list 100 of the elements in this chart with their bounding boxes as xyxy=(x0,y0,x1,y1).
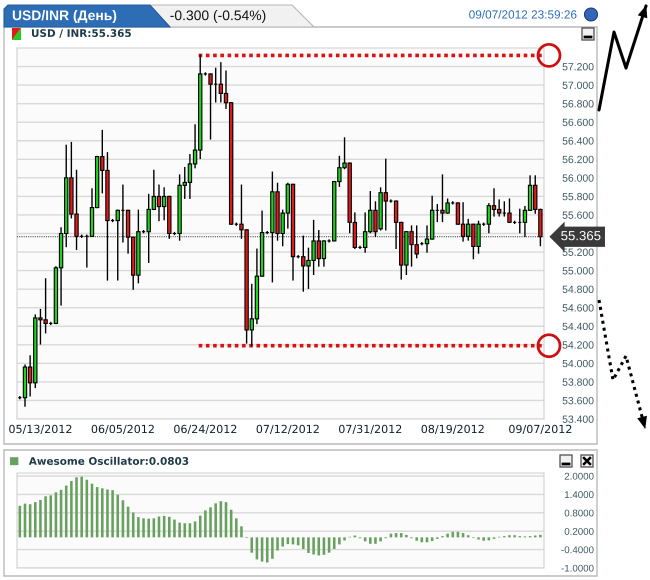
bar xyxy=(70,480,73,538)
bar xyxy=(214,503,217,538)
bar xyxy=(80,476,83,538)
y-tick-label: 57.000 xyxy=(562,82,594,89)
bar xyxy=(426,537,428,542)
y-tick-label: 55.200 xyxy=(562,248,594,256)
y-tick-label: 54.400 xyxy=(562,322,594,330)
ref-line-label: 55.365 xyxy=(561,230,600,240)
x-tick-label: 06/05/2012 xyxy=(92,424,154,434)
bar xyxy=(462,533,464,538)
bar xyxy=(446,534,449,538)
y-tick-label: 53.600 xyxy=(562,396,594,404)
bar xyxy=(307,537,310,553)
bar xyxy=(34,502,37,538)
bar xyxy=(204,510,207,538)
y-tick-label: -1.0000 xyxy=(561,564,594,572)
bar xyxy=(256,537,258,560)
bar xyxy=(276,537,279,551)
bar xyxy=(292,537,294,544)
bar xyxy=(302,537,305,549)
chart-title: USD/INR (День) xyxy=(12,10,116,23)
bar xyxy=(132,512,135,538)
bar xyxy=(168,516,171,538)
bar xyxy=(198,516,202,538)
y-tick-label: 54.000 xyxy=(562,360,594,368)
bar xyxy=(96,487,98,538)
bar xyxy=(260,537,264,562)
y-tick-label: 0.2000 xyxy=(564,528,594,535)
bar xyxy=(162,516,166,538)
bar xyxy=(152,518,156,538)
bar xyxy=(364,537,366,542)
y-tick-label: 56.800 xyxy=(562,100,594,108)
bar xyxy=(39,500,42,538)
bar xyxy=(235,518,238,538)
bar xyxy=(147,518,150,538)
bar xyxy=(86,480,88,538)
y-tick-label: 56.600 xyxy=(562,118,594,126)
x-tick-label: 06/24/2012 xyxy=(174,424,236,434)
x-tick-label: 08/19/2012 xyxy=(421,424,484,434)
bar xyxy=(379,537,382,542)
x-tick-label: 07/31/2012 xyxy=(339,424,402,434)
x-tick-label: 05/13/2012 xyxy=(9,424,72,434)
bar xyxy=(240,526,243,538)
bar xyxy=(317,537,320,556)
legend-label: Awesome Oscillator:0.0803 xyxy=(28,456,188,465)
bar xyxy=(394,533,398,538)
bar xyxy=(430,537,434,542)
y-tick-label: 0.8000 xyxy=(564,510,594,516)
bar xyxy=(400,533,403,538)
bar xyxy=(328,537,330,553)
bar xyxy=(220,501,222,538)
bar xyxy=(75,477,78,538)
text: USD / INR:55.365 xyxy=(32,29,131,38)
bar xyxy=(405,534,408,538)
y-tick-label: 54.200 xyxy=(562,341,594,349)
y-tick-label: 55.800 xyxy=(562,192,594,200)
bar xyxy=(54,492,58,538)
bar xyxy=(230,510,232,538)
bar xyxy=(44,496,47,538)
bar xyxy=(122,500,124,538)
y-tick-label: 53.400 xyxy=(562,416,594,423)
bar xyxy=(456,532,460,538)
bar xyxy=(374,537,377,544)
bar xyxy=(343,537,346,540)
bar xyxy=(64,486,68,538)
chart-subtitle: -0.300 (-0.54%) xyxy=(170,10,266,23)
bar xyxy=(178,522,181,538)
y-tick-label: 56.200 xyxy=(562,156,594,164)
bar xyxy=(116,494,120,538)
bar xyxy=(188,523,192,538)
y-tick-label: 53.800 xyxy=(562,378,594,386)
y-tick-label: 56.400 xyxy=(562,137,594,145)
bar xyxy=(312,537,315,555)
bar xyxy=(332,537,336,549)
bar xyxy=(173,520,176,538)
bar xyxy=(488,537,490,540)
bar xyxy=(390,534,392,538)
bar xyxy=(420,537,424,542)
bar xyxy=(338,537,341,544)
bar xyxy=(271,537,274,559)
y-tick-label: 54.800 xyxy=(562,286,594,294)
bar xyxy=(137,517,140,538)
bar xyxy=(322,537,326,555)
bar xyxy=(369,537,372,544)
bar xyxy=(49,495,52,538)
x-tick-label: 07/12/2012 xyxy=(256,424,319,434)
y-tick-label: 54.600 xyxy=(562,304,594,312)
x-tick-label: 09/07/2012 xyxy=(509,424,572,434)
bar xyxy=(286,537,290,544)
bar xyxy=(209,507,212,538)
bar xyxy=(194,521,196,538)
bar xyxy=(158,516,160,538)
bar xyxy=(266,537,269,562)
text: 09/07/2012 23:59:26 xyxy=(469,10,576,19)
bar xyxy=(224,502,228,538)
bar xyxy=(18,506,22,538)
bar xyxy=(451,532,454,538)
bar xyxy=(28,504,32,538)
bar xyxy=(90,484,94,538)
y-tick-label: 56.000 xyxy=(562,174,594,182)
